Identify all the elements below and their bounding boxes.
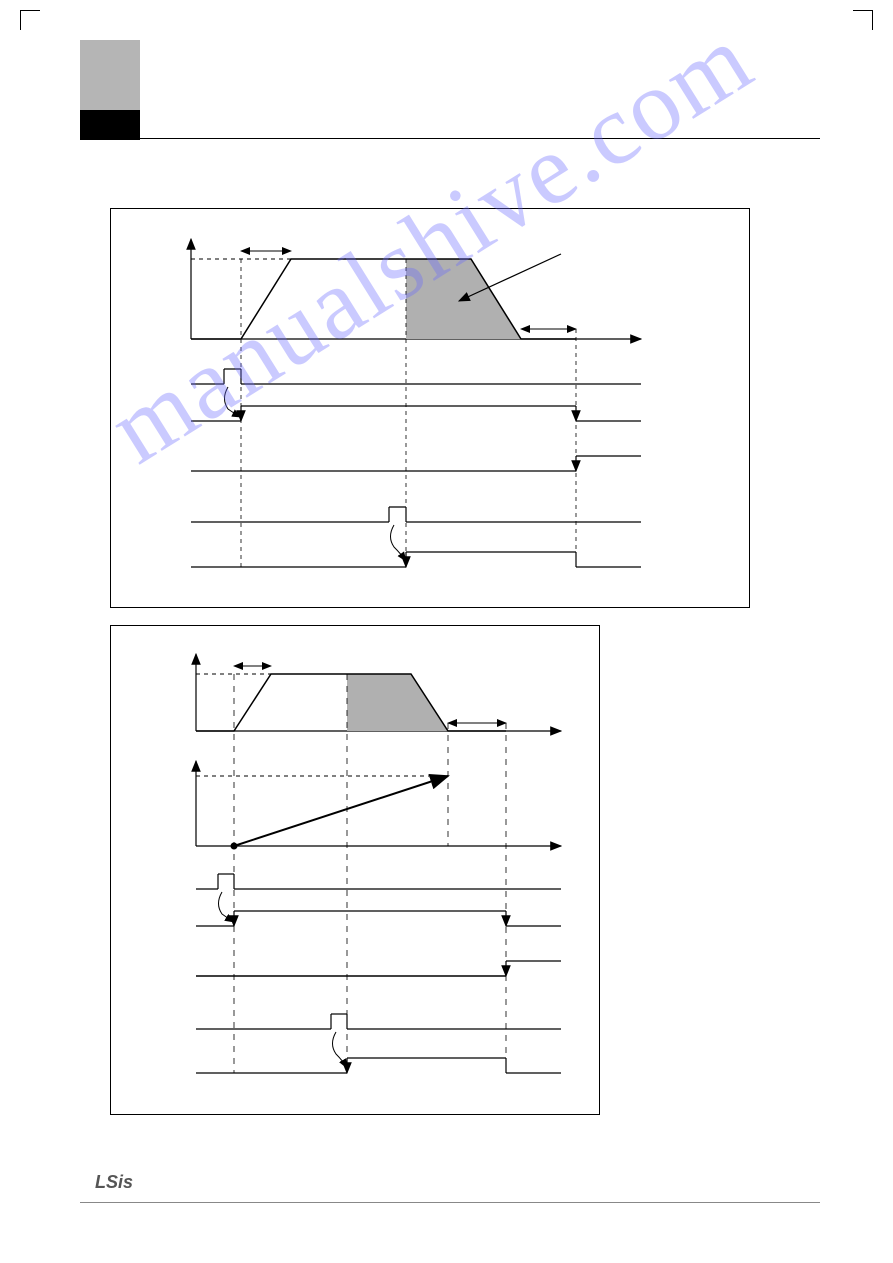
crop-mark (853, 10, 873, 30)
crop-mark (20, 10, 40, 30)
footer-logo: LSis (95, 1172, 133, 1193)
timing-diagram-2 (110, 625, 600, 1115)
diagram1-svg (111, 209, 751, 609)
header-black-block (80, 110, 140, 140)
diagram2-svg (111, 626, 601, 1116)
header-rule (140, 138, 820, 139)
timing-diagram-1 (110, 208, 750, 608)
footer-rule (80, 1202, 820, 1203)
